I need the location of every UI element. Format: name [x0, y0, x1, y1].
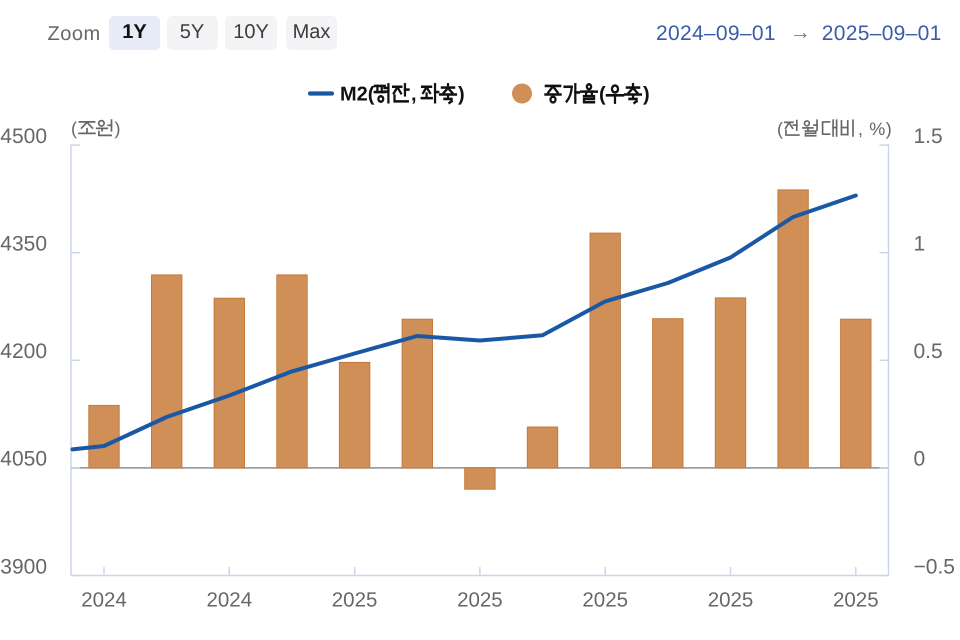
svg-text:,: , [411, 84, 417, 106]
svg-text:0.5: 0.5 [914, 340, 943, 363]
svg-text:M2(: M2( [340, 84, 375, 106]
svg-text:): ) [458, 84, 465, 106]
svg-text:2025: 2025 [708, 589, 754, 612]
svg-text:2025: 2025 [582, 589, 628, 612]
svg-text:1: 1 [914, 233, 926, 256]
svg-text:4350: 4350 [0, 233, 47, 256]
svg-text:4200: 4200 [0, 340, 47, 363]
svg-text:, %): , %) [858, 119, 892, 139]
svg-text:2025: 2025 [457, 589, 503, 612]
svg-text:−0.5: −0.5 [914, 555, 955, 578]
svg-text:): ) [643, 84, 650, 106]
svg-text:2024: 2024 [206, 589, 252, 612]
svg-text:2025: 2025 [332, 589, 378, 612]
svg-text:(: ( [71, 119, 77, 139]
svg-text:3900: 3900 [0, 555, 47, 578]
svg-text:0: 0 [914, 448, 926, 471]
svg-text:(: ( [777, 119, 783, 139]
svg-text:2024: 2024 [81, 589, 127, 612]
svg-text:(: ( [599, 84, 606, 106]
svg-text:): ) [115, 119, 121, 139]
svg-text:4050: 4050 [0, 448, 47, 471]
svg-text:4500: 4500 [0, 125, 47, 148]
svg-text:2025: 2025 [833, 589, 879, 612]
svg-text:1.5: 1.5 [914, 125, 943, 148]
